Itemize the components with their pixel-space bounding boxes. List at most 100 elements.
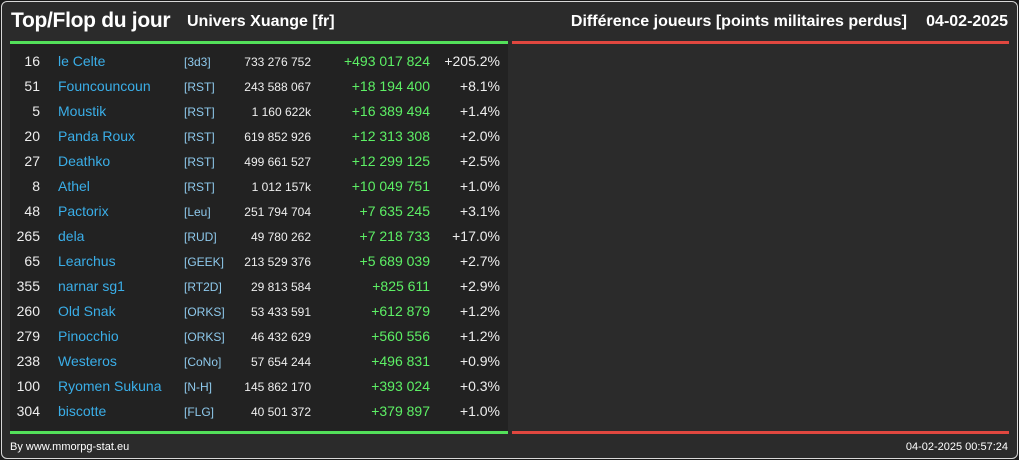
percent-change: +17.0% (452, 228, 500, 244)
player-name-link[interactable]: Westeros (58, 353, 117, 369)
points-difference: +379 897 (371, 403, 430, 419)
player-rank: 355 (16, 278, 40, 294)
table-row: 51 Founcouncoun [RST] 243 588 067 +18 194 40… (10, 74, 508, 99)
percent-change: +205.2% (444, 53, 500, 69)
points-difference: +10 049 751 (351, 178, 430, 194)
player-rank: 65 (24, 253, 40, 269)
alliance-tag-link[interactable]: [RST] (184, 130, 215, 144)
universe-label: Univers Xuange [fr] (187, 13, 335, 30)
points-difference: +7 218 733 (359, 228, 430, 244)
alliance-tag-link[interactable]: [RST] (184, 155, 215, 169)
player-name-link[interactable]: Panda Roux (58, 128, 136, 144)
alliance-tag-link[interactable]: [RST] (184, 105, 215, 119)
date-label: 04-02-2025 (926, 13, 1008, 30)
player-name-link[interactable]: dela (58, 228, 85, 244)
player-name-link[interactable]: Pactorix (58, 203, 109, 219)
alliance-tag-link[interactable]: [RT2D] (184, 280, 222, 294)
top-accent-bar-bottom (10, 431, 508, 434)
table-row: 355 narnar sg1 [RT2D] 29 813 584 +825 611 +2.… (10, 274, 508, 299)
points-difference: +612 879 (371, 303, 430, 319)
player-name-link[interactable]: Athel (58, 178, 90, 194)
flop-accent-bar-bottom (512, 431, 1009, 434)
player-rank: 5 (32, 103, 40, 119)
table-row: 279 Pinocchio [ORKS] 46 432 629 +560 556 +1.2… (10, 324, 508, 349)
player-points: 499 661 527 (244, 155, 311, 169)
table-row: 8 Athel [RST] 1 012 157k +10 049 751 +1.0% (10, 174, 508, 199)
player-name-link[interactable]: le Celte (58, 53, 106, 69)
table-row: 16 le Celte [3d3] 733 276 752 +493 017 824 +2… (10, 49, 508, 74)
alliance-tag-link[interactable]: [RUD] (184, 230, 217, 244)
player-name-link[interactable]: Old Snak (58, 303, 116, 319)
top-list: 16 le Celte [3d3] 733 276 752 +493 017 824 +2… (10, 49, 508, 424)
percent-change: +0.9% (459, 353, 500, 369)
alliance-tag-link[interactable]: [FLG] (184, 405, 215, 419)
player-points: 145 862 170 (244, 380, 311, 394)
player-points: 46 432 629 (250, 330, 311, 344)
header: Top/Flop du jour Univers Xuange [fr] Dif… (2, 2, 1017, 42)
player-name-link[interactable]: Learchus (58, 253, 116, 269)
alliance-tag-link[interactable]: [GEEK] (184, 255, 225, 269)
percent-change: +1.2% (459, 303, 500, 319)
percent-change: +1.4% (459, 103, 500, 119)
table-row: 265 dela [RUD] 49 780 262 +7 218 733 +17.0% (10, 224, 508, 249)
player-points: 213 529 376 (244, 255, 311, 269)
top-panel: 16 le Celte [3d3] 733 276 752 +493 017 824 +2… (10, 41, 508, 434)
percent-change: +2.0% (459, 128, 500, 144)
player-points: 243 588 067 (244, 80, 311, 94)
generated-timestamp: 04-02-2025 00:57:24 (905, 441, 1008, 453)
alliance-tag-link[interactable]: [RST] (184, 180, 215, 194)
alliance-tag-link[interactable]: [CoNo] (184, 355, 222, 369)
alliance-tag-link[interactable]: [N-H] (184, 380, 212, 394)
percent-change: +3.1% (459, 203, 500, 219)
player-points: 29 813 584 (250, 280, 311, 294)
player-name-link[interactable]: Founcouncoun (58, 78, 151, 94)
site-credit-link[interactable]: By www.mmorpg-stat.eu (10, 441, 130, 453)
points-difference: +18 194 400 (351, 78, 430, 94)
player-points: 1 012 157k (251, 180, 311, 194)
top-accent-bar (10, 41, 508, 44)
table-row: 65 Learchus [GEEK] 213 529 376 +5 689 039 +2.… (10, 249, 508, 274)
player-name-link[interactable]: biscotte (58, 403, 107, 419)
player-name-link[interactable]: Ryomen Sukuna (58, 378, 162, 394)
table-row: 5 Moustik [RST] 1 160 622k +16 389 494 +1.4% (10, 99, 508, 124)
alliance-tag-link[interactable]: [Leu] (184, 205, 211, 219)
points-difference: +16 389 494 (351, 103, 430, 119)
player-rank: 238 (16, 353, 40, 369)
table-row: 304 biscotte [FLG] 40 501 372 +379 897 +1.0% (10, 399, 508, 424)
player-rank: 51 (24, 78, 40, 94)
table-row: 100 Ryomen Sukuna [N-H] 145 862 170 +393 024… (10, 374, 508, 399)
table-row: 27 Deathko [RST] 499 661 527 +12 299 125 +2.5… (10, 149, 508, 174)
points-difference: +496 831 (371, 353, 430, 369)
table-row: 238 Westeros [CoNo] 57 654 244 +496 831 +0.9% (10, 349, 508, 374)
player-name-link[interactable]: Moustik (58, 103, 107, 119)
metric-label: Différence joueurs [points militaires pe… (570, 13, 907, 30)
points-difference: +12 299 125 (351, 153, 430, 169)
player-rank: 8 (32, 178, 40, 194)
player-rank: 265 (16, 228, 40, 244)
alliance-tag-link[interactable]: [ORKS] (184, 330, 225, 344)
points-difference: +560 556 (371, 328, 430, 344)
percent-change: +2.7% (459, 253, 500, 269)
player-points: 57 654 244 (250, 355, 311, 369)
flop-accent-bar (512, 41, 1009, 44)
table-row: 48 Pactorix [Leu] 251 794 704 +7 635 245 +3.1… (10, 199, 508, 224)
player-points: 49 780 262 (250, 230, 311, 244)
flop-panel (512, 41, 1009, 434)
player-points: 733 276 752 (244, 55, 311, 69)
alliance-tag-link[interactable]: [RST] (184, 80, 215, 94)
player-points: 251 794 704 (244, 205, 311, 219)
points-difference: +7 635 245 (359, 203, 430, 219)
player-name-link[interactable]: Deathko (58, 153, 111, 169)
alliance-tag-link[interactable]: [ORKS] (184, 305, 225, 319)
player-rank: 27 (24, 153, 40, 169)
player-rank: 260 (16, 303, 40, 319)
alliance-tag-link[interactable]: [3d3] (184, 55, 211, 69)
points-difference: +5 689 039 (359, 253, 430, 269)
player-rank: 100 (16, 378, 40, 394)
player-name-link[interactable]: Pinocchio (58, 328, 119, 344)
player-rank: 304 (16, 403, 40, 419)
player-name-link[interactable]: narnar sg1 (58, 278, 125, 294)
player-rank: 20 (24, 128, 40, 144)
player-rank: 279 (16, 328, 40, 344)
player-points: 1 160 622k (251, 105, 311, 119)
